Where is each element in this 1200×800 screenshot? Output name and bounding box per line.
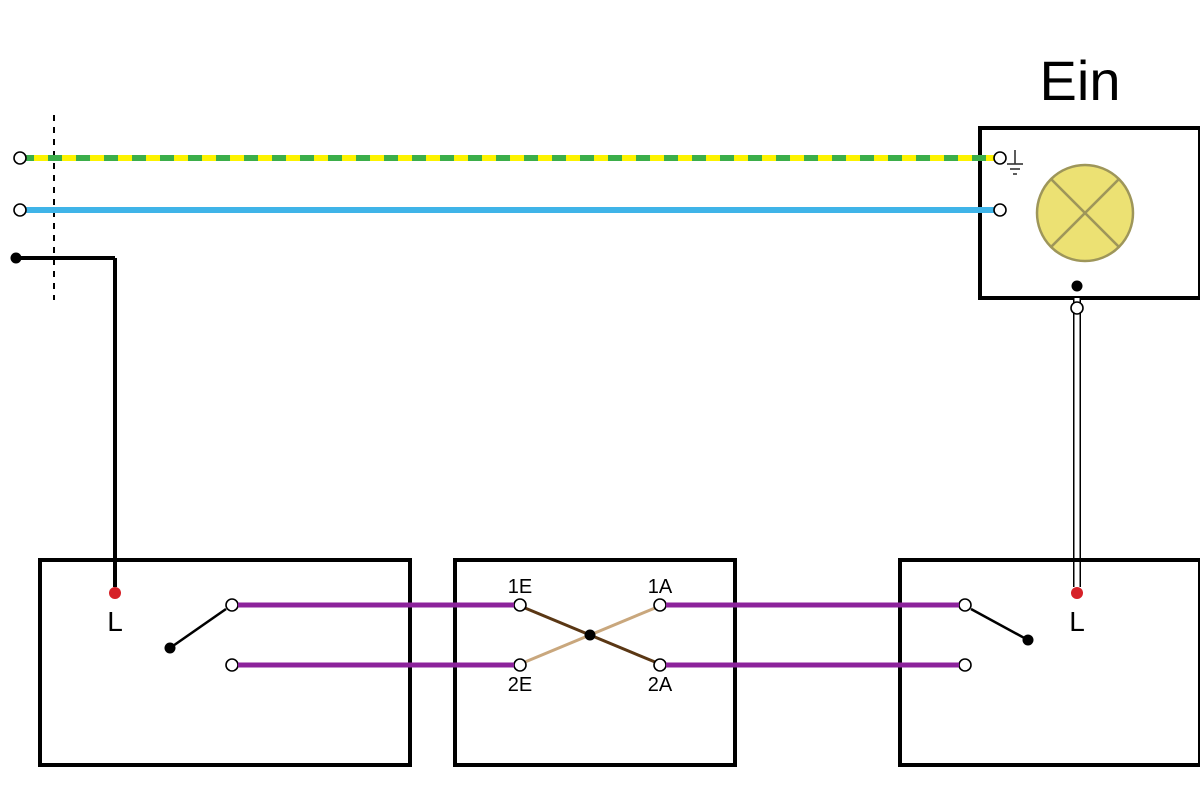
title-label: Ein	[1040, 49, 1121, 112]
label-L-right: L	[1069, 606, 1085, 637]
label-L-left: L	[107, 606, 123, 637]
svg-text:2A: 2A	[648, 674, 673, 696]
svg-text:1A: 1A	[648, 576, 673, 598]
svg-text:2E: 2E	[508, 674, 532, 696]
svg-text:1E: 1E	[508, 576, 532, 598]
wiring-diagram: Ein L L 1E 1A 2E 2A	[0, 0, 1200, 800]
